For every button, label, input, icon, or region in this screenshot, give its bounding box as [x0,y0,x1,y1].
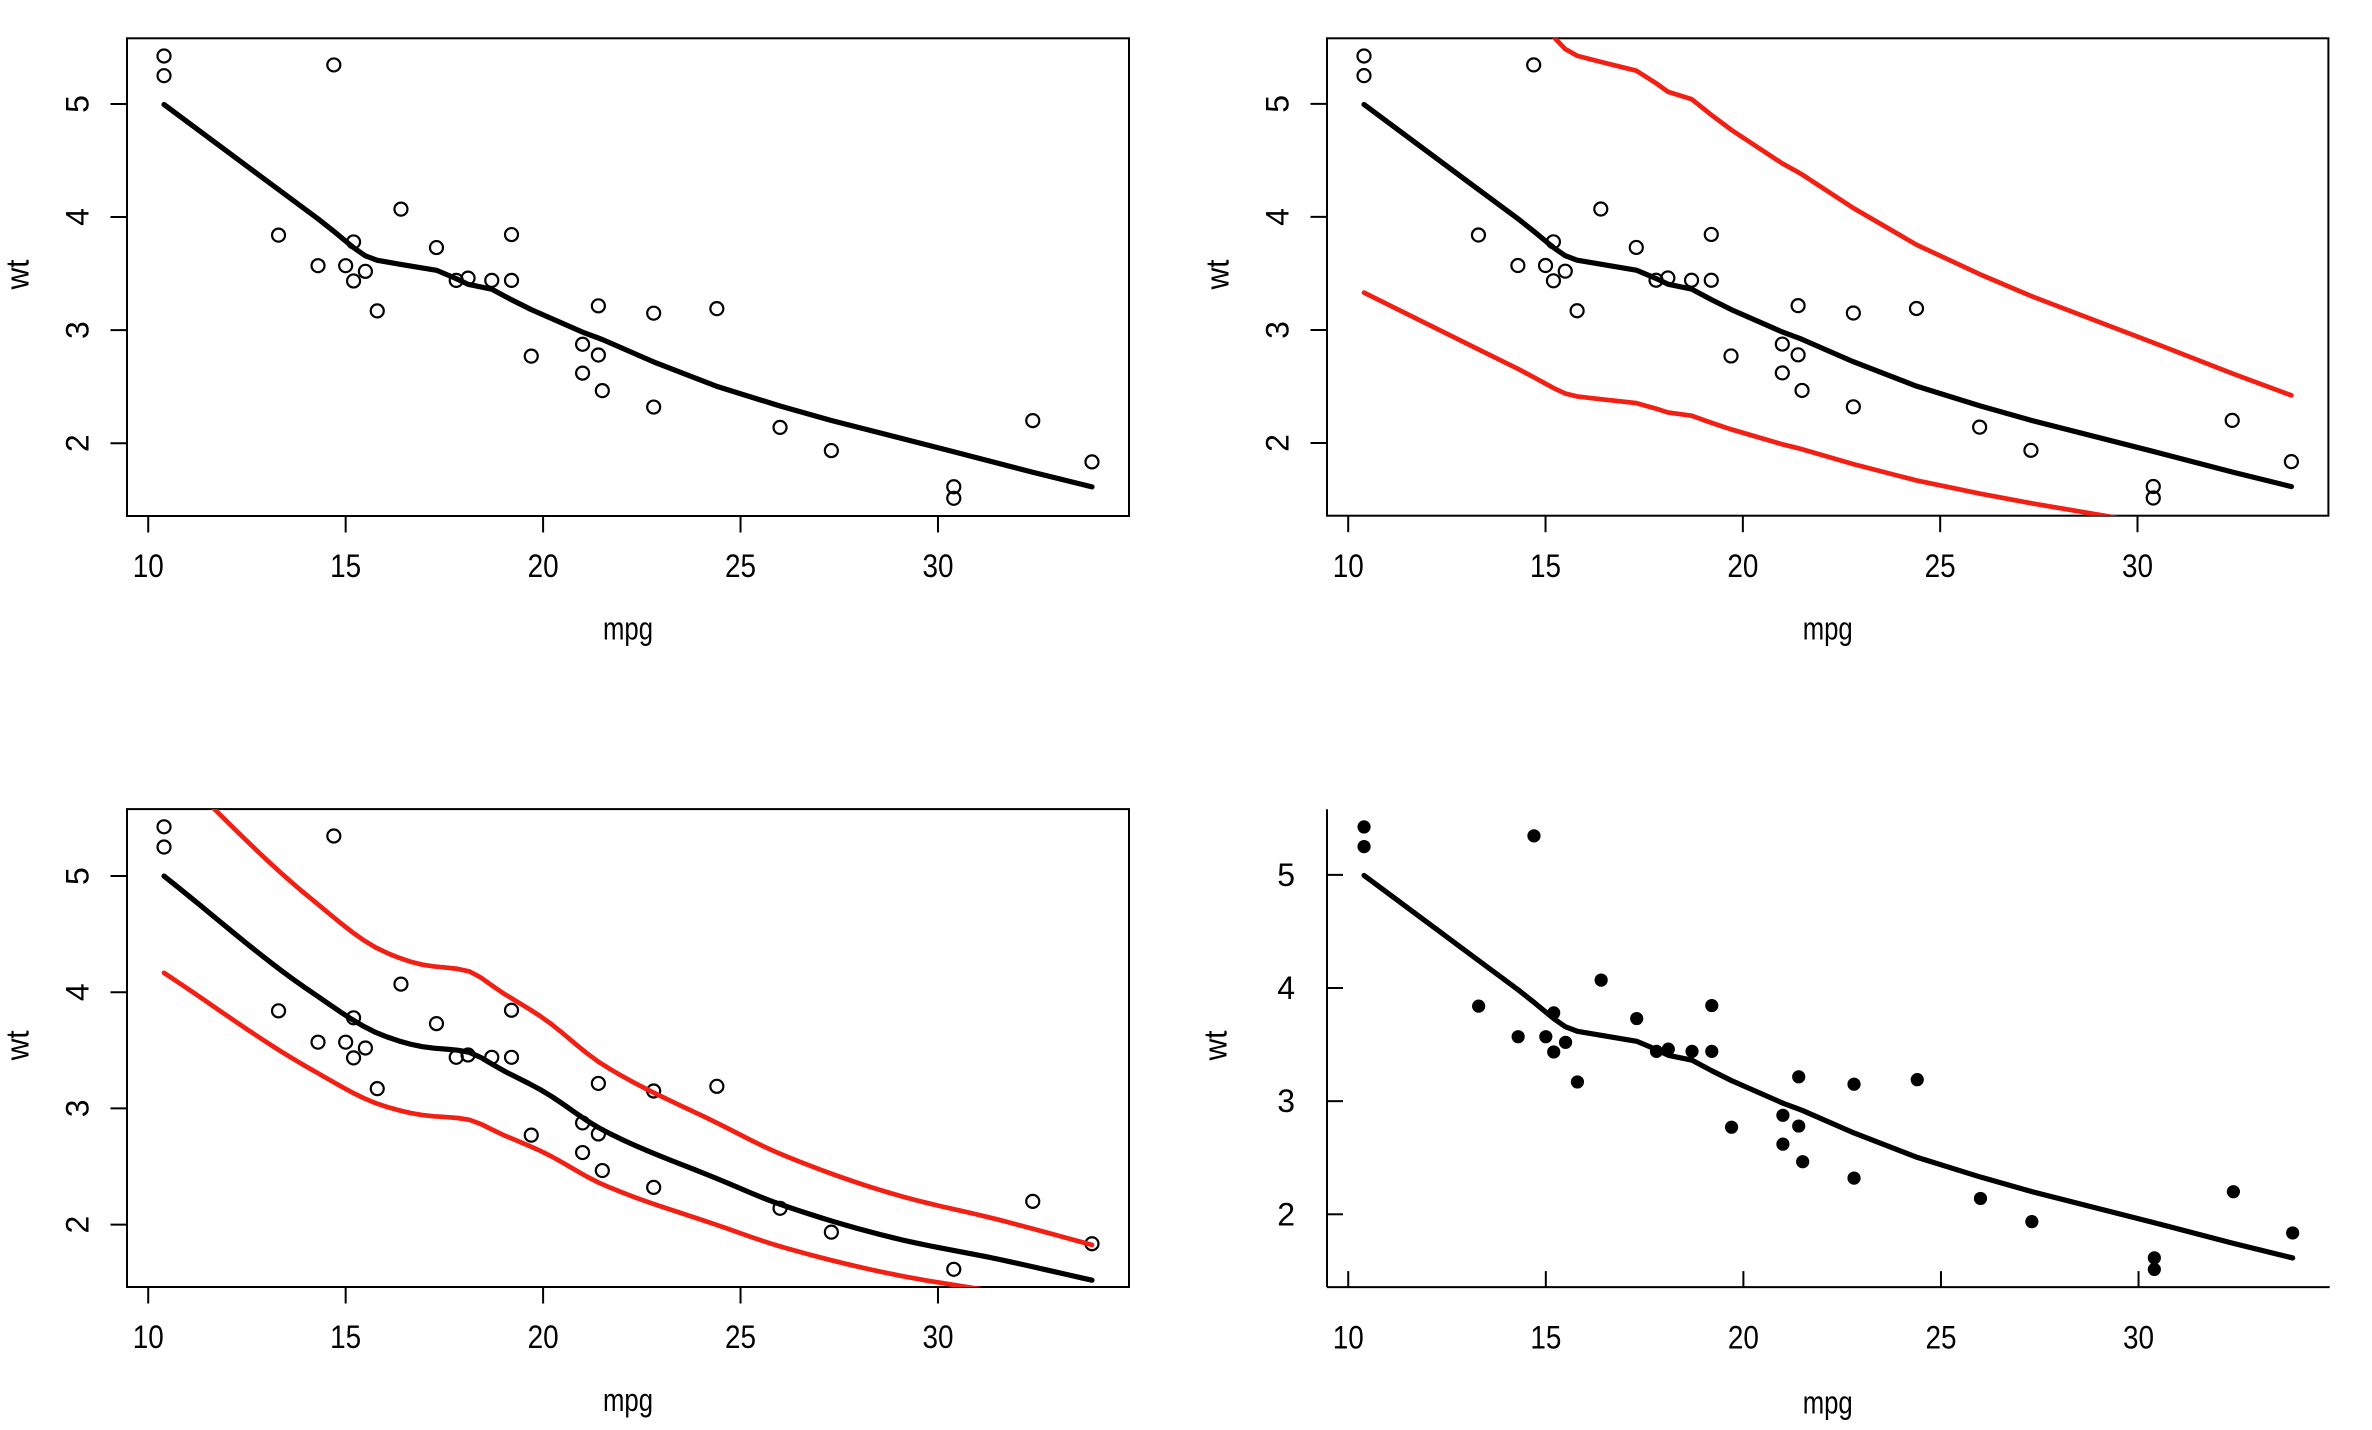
svg-text:wt: wt [0,259,35,290]
svg-text:5: 5 [1277,857,1295,893]
svg-text:4: 4 [1277,970,1295,1006]
svg-text:mpg: mpg [1803,1385,1853,1421]
svg-text:20: 20 [528,548,559,584]
svg-text:10: 10 [133,1319,164,1355]
svg-text:20: 20 [1728,1319,1759,1355]
svg-text:4: 4 [1259,208,1295,226]
svg-text:wt: wt [1199,259,1235,290]
svg-text:4: 4 [59,208,95,226]
svg-text:15: 15 [330,548,361,584]
svg-text:30: 30 [922,548,953,584]
svg-text:10: 10 [133,548,164,584]
svg-text:10: 10 [1333,1319,1364,1355]
svg-text:25: 25 [725,548,756,584]
svg-text:15: 15 [1530,1319,1561,1355]
svg-text:15: 15 [330,1319,361,1355]
svg-text:5: 5 [59,867,95,885]
svg-text:10: 10 [1333,548,1364,584]
svg-text:2: 2 [59,1216,95,1234]
svg-text:wt: wt [0,1030,35,1061]
svg-text:3: 3 [59,321,95,339]
svg-text:3: 3 [1259,321,1295,339]
svg-text:mpg: mpg [603,611,653,647]
svg-text:2: 2 [59,434,95,452]
svg-text:15: 15 [1530,548,1561,584]
svg-text:30: 30 [922,1319,953,1355]
svg-text:2: 2 [1277,1196,1295,1232]
svg-text:5: 5 [1259,95,1295,113]
svg-text:30: 30 [2122,548,2153,584]
svg-text:25: 25 [1925,548,1956,584]
svg-text:25: 25 [1925,1319,1956,1355]
svg-text:4: 4 [59,983,95,1001]
svg-text:wt: wt [1198,1030,1234,1061]
svg-text:30: 30 [2123,1319,2154,1355]
svg-text:20: 20 [1727,548,1758,584]
svg-text:25: 25 [725,1319,756,1355]
svg-text:20: 20 [528,1319,559,1355]
svg-text:mpg: mpg [1803,611,1853,647]
svg-text:3: 3 [59,1100,95,1118]
svg-text:3: 3 [1277,1083,1295,1119]
svg-text:mpg: mpg [603,1382,653,1418]
svg-text:2: 2 [1259,434,1295,452]
svg-text:5: 5 [59,95,95,113]
